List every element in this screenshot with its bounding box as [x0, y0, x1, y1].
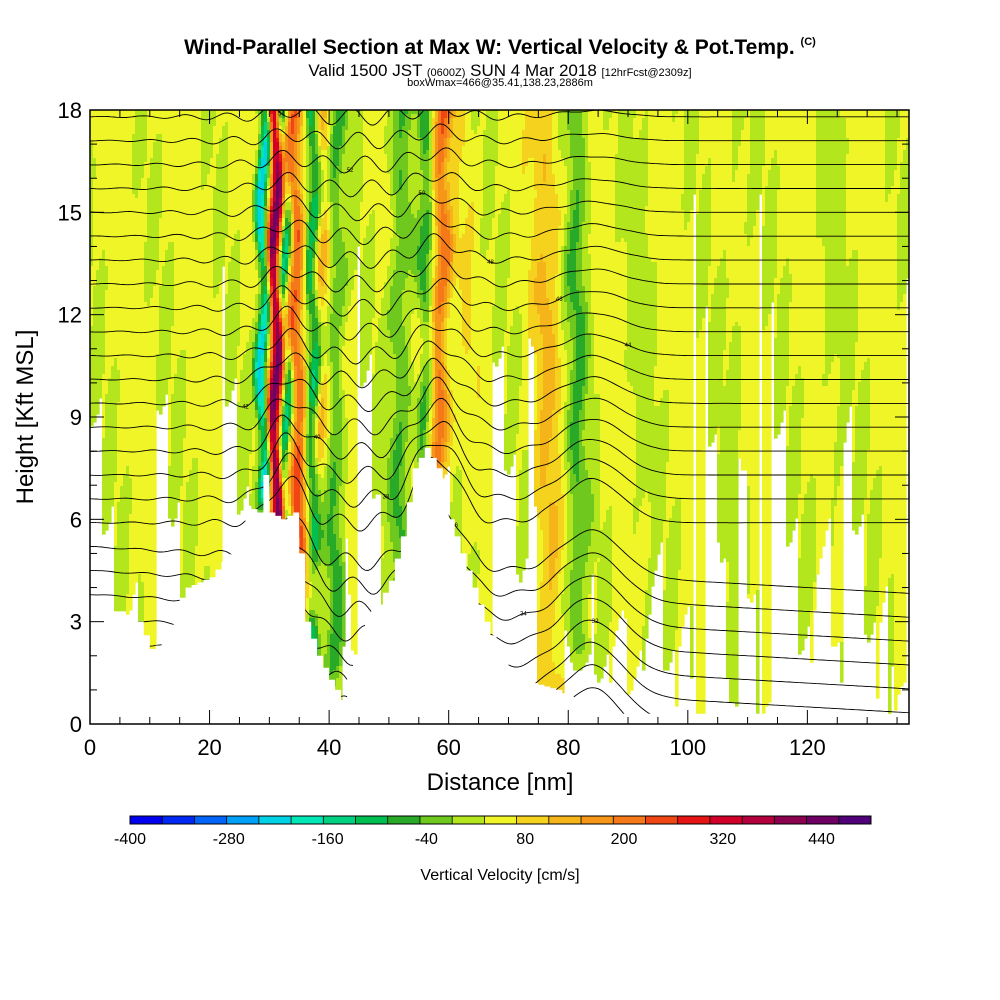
isentrope-line: [90, 493, 909, 594]
isentrope-line: [90, 212, 909, 246]
colorbar: -400 -280 -160 -40 80 200 320 440: [114, 815, 872, 848]
y-tick-label: 18: [58, 98, 82, 123]
isentrope-line: [90, 123, 909, 150]
isentrope-label: 48: [487, 260, 494, 266]
forecast-info: [12hrFcst@2309z]: [601, 67, 692, 79]
y-tick-label: 6: [70, 507, 82, 532]
colorbar-tick-label: -280: [213, 831, 245, 848]
colorbar-swatch: [162, 816, 195, 824]
isentrope-line: [90, 110, 909, 126]
x-tick-label: 40: [317, 735, 341, 760]
colorbar-swatch: [258, 816, 292, 824]
isentrope-label: 38: [383, 495, 390, 501]
colorbar-swatch: [838, 816, 872, 824]
isentrope-line: [90, 357, 909, 413]
x-tick-label: 100: [669, 735, 706, 760]
colorbar-swatch: [548, 816, 582, 824]
x-tick-label: 80: [556, 735, 580, 760]
x-tick-label: 120: [789, 735, 826, 760]
isentrope-label: 46: [556, 297, 563, 303]
isentrope-line: [90, 171, 909, 198]
colorbar-swatch: [130, 816, 163, 824]
colorbar-swatch: [226, 816, 260, 824]
isentrope-line: [90, 444, 909, 508]
colorbar-tick-label: 200: [611, 831, 638, 848]
colorbar-title: Vertical Velocity [cm/s]: [420, 867, 579, 884]
isentrope-label: 54: [278, 111, 285, 117]
valid-time: Valid 1500 JST: [308, 61, 423, 80]
x-tick-label: 20: [197, 735, 221, 760]
colorbar-swatch: [709, 816, 743, 824]
y-tick-label: 0: [70, 712, 82, 737]
isentrope-line: [90, 233, 909, 269]
colorbar-swatch: [484, 816, 518, 824]
y-tick-label: 9: [70, 405, 82, 430]
colorbar-swatch: [387, 816, 421, 824]
colorbar-swatch: [677, 816, 711, 824]
isentrope-line: [90, 421, 909, 484]
copyright-mark: (C): [800, 36, 816, 48]
valid-utc: (0600Z): [426, 67, 466, 79]
box-info: boxWmax=466@35.41,138.23,2886m: [407, 77, 593, 89]
colorbar-tick-label: -400: [114, 831, 146, 848]
colorbar-tick-label: -160: [312, 831, 344, 848]
isentrope-line: [90, 340, 909, 389]
colorbar-swatch: [291, 816, 324, 824]
colorbar-tick-label: 440: [808, 831, 835, 848]
chart-title-text: Wind-Parallel Section at Max W: Vertical…: [184, 36, 795, 59]
chart-subtitle: Valid 1500 JST (0600Z) SUN 4 Mar 2018 [1…: [0, 61, 1000, 81]
colorbar-swatch: [419, 816, 453, 824]
isentrope-line: [90, 147, 909, 174]
colorbar-swatch: [194, 816, 228, 824]
x-tick-label: 0: [84, 735, 96, 760]
x-tick-label: 60: [436, 735, 460, 760]
isentrope-label: 44: [625, 343, 632, 349]
colorbar-swatch: [452, 816, 485, 824]
isentrope-line: [90, 324, 909, 365]
isentrope-line: [90, 456, 909, 532]
isentrope-line: [90, 397, 909, 460]
isentrope-label: 40: [314, 435, 321, 441]
isentrope-line: [90, 376, 909, 436]
isentrope-label: 50: [418, 191, 425, 197]
colorbar-tick-label: -40: [415, 831, 438, 848]
colorbar-swatch: [645, 816, 679, 824]
isentrope-label: 42: [242, 405, 249, 411]
colorbar-swatch: [323, 816, 357, 824]
colorbar-swatch: [613, 816, 646, 824]
isentrope-line: [90, 192, 909, 222]
chart-title: Wind-Parallel Section at Max W: Vertical…: [0, 36, 1000, 60]
terrain-mask: [90, 447, 909, 724]
colorbar-swatch: [806, 816, 840, 824]
colorbar-swatch: [516, 816, 550, 824]
isentrope-label: 34: [520, 612, 527, 618]
y-tick-label: 15: [58, 200, 82, 225]
colorbar-swatch: [581, 816, 614, 824]
colorbar-swatch: [355, 816, 389, 824]
y-tick-label: 3: [70, 610, 82, 635]
isentrope-line: [90, 302, 909, 341]
isentrope-line: [90, 254, 909, 293]
x-axis-title: Distance [nm]: [427, 769, 574, 796]
colorbar-tick-label: 320: [709, 831, 736, 848]
isentrope-line: [90, 277, 909, 317]
colorbar-swatch: [742, 816, 775, 824]
colorbar-tick-label: 80: [516, 831, 534, 848]
valid-date: SUN 4 Mar 2018: [470, 61, 597, 80]
colorbar-swatch: [774, 816, 808, 824]
isentrope-label: 32: [592, 619, 599, 625]
y-tick-label: 12: [58, 303, 82, 328]
y-axis-title: Height [Kft MSL]: [12, 330, 39, 505]
isentrope-label: 36: [451, 523, 458, 529]
isentrope-label: 52: [347, 168, 354, 174]
